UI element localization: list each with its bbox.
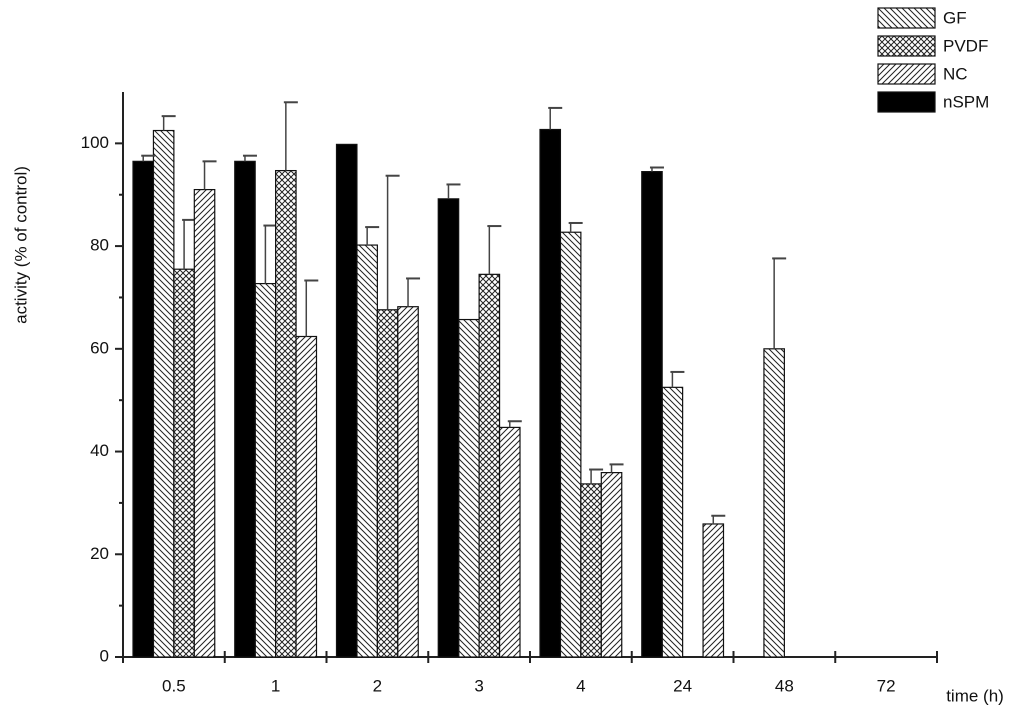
bar — [193, 188, 216, 658]
y-axis-label: activity (% of control) — [11, 166, 30, 324]
bar — [641, 171, 663, 658]
error-bar — [283, 101, 298, 171]
error-bar — [548, 106, 563, 130]
bar — [600, 472, 623, 658]
error-bar — [202, 160, 217, 190]
error-bar — [589, 468, 604, 484]
error-bar — [242, 154, 257, 162]
bar — [559, 231, 582, 658]
x-tick-label: 2 — [373, 676, 382, 695]
bar — [132, 160, 155, 658]
x-tick-label: 1 — [271, 676, 280, 695]
bar — [539, 128, 562, 658]
legend-swatch — [877, 35, 936, 57]
x-tick-label: 4 — [576, 676, 585, 695]
bar — [356, 244, 378, 658]
error-bar — [385, 174, 400, 310]
bar — [458, 318, 480, 658]
bar — [173, 268, 195, 658]
legend-label: nSPM — [943, 92, 989, 111]
error-bar — [772, 257, 787, 349]
error-bar — [487, 225, 502, 275]
legend-label: GF — [943, 8, 967, 27]
bar — [661, 386, 684, 658]
y-tick-label: 0 — [100, 646, 109, 665]
bar — [478, 273, 501, 658]
error-bar — [609, 463, 624, 473]
legend-swatch — [877, 91, 936, 113]
bar — [275, 169, 297, 658]
bar — [152, 129, 175, 658]
bar — [763, 348, 785, 658]
bar — [437, 198, 460, 658]
y-tick-label: 40 — [90, 441, 109, 460]
x-tick-label: 0.5 — [162, 676, 186, 695]
error-bar — [649, 166, 664, 172]
legend-label: NC — [943, 64, 968, 83]
error-bar — [568, 221, 583, 233]
x-tick-label: 72 — [877, 676, 896, 695]
y-tick-label: 20 — [90, 544, 109, 563]
legend-swatch — [877, 63, 936, 85]
y-tick-label: 60 — [90, 338, 109, 357]
bar — [498, 426, 521, 658]
bar — [295, 335, 318, 658]
x-axis-label: time (h) — [946, 686, 1004, 705]
y-tick-label: 80 — [90, 236, 109, 255]
error-bar — [446, 183, 461, 199]
error-bar — [304, 279, 319, 337]
error-bar — [406, 277, 421, 307]
bar — [234, 160, 256, 658]
x-tick-label: 48 — [775, 676, 794, 695]
bar — [335, 143, 358, 658]
legend-label: PVDF — [943, 36, 988, 55]
x-tick-label: 24 — [673, 676, 692, 695]
error-bar — [711, 514, 726, 524]
x-tick-label: 3 — [474, 676, 483, 695]
legend-swatch — [877, 7, 936, 29]
error-bar — [161, 115, 176, 131]
bar — [580, 483, 602, 658]
bar — [397, 306, 419, 658]
bar — [376, 309, 399, 658]
bar — [254, 282, 277, 658]
error-bar — [141, 154, 156, 162]
y-tick-label: 100 — [81, 133, 109, 152]
error-bar — [365, 226, 380, 246]
error-bar — [670, 370, 685, 388]
error-bar — [507, 420, 522, 428]
bar — [702, 523, 725, 658]
